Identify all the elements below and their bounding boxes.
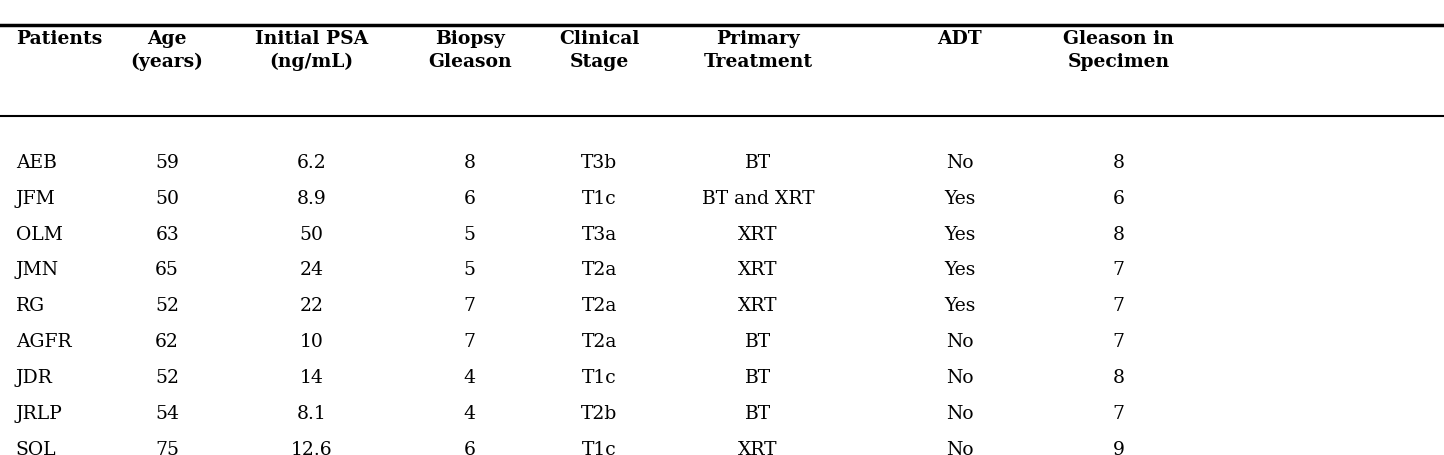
Text: 65: 65 <box>155 261 179 279</box>
Text: No: No <box>946 440 973 455</box>
Text: T1c: T1c <box>582 368 617 386</box>
Text: OLM: OLM <box>16 225 62 243</box>
Text: 59: 59 <box>155 153 179 172</box>
Text: 6: 6 <box>464 440 475 455</box>
Text: 6: 6 <box>1112 189 1125 207</box>
Text: Age
(years): Age (years) <box>131 30 204 71</box>
Text: T3b: T3b <box>582 153 618 172</box>
Text: 7: 7 <box>1112 297 1125 314</box>
Text: T3a: T3a <box>582 225 617 243</box>
Text: BT: BT <box>745 368 771 386</box>
Text: 4: 4 <box>464 368 475 386</box>
Text: 8: 8 <box>1112 153 1125 172</box>
Text: JDR: JDR <box>16 368 52 386</box>
Text: 7: 7 <box>1112 404 1125 422</box>
Text: 22: 22 <box>299 297 323 314</box>
Text: No: No <box>946 332 973 350</box>
Text: 7: 7 <box>464 332 475 350</box>
Text: Gleason in
Specimen: Gleason in Specimen <box>1063 30 1174 71</box>
Text: 9: 9 <box>1112 440 1125 455</box>
Text: 75: 75 <box>155 440 179 455</box>
Text: 8.1: 8.1 <box>296 404 326 422</box>
Text: 50: 50 <box>299 225 323 243</box>
Text: 8: 8 <box>1112 368 1125 386</box>
Text: 24: 24 <box>299 261 323 279</box>
Text: BT: BT <box>745 153 771 172</box>
Text: Initial PSA
(ng/mL): Initial PSA (ng/mL) <box>254 30 368 71</box>
Text: T2b: T2b <box>582 404 618 422</box>
Text: 8: 8 <box>1112 225 1125 243</box>
Text: 5: 5 <box>464 261 475 279</box>
Text: 52: 52 <box>155 368 179 386</box>
Text: BT: BT <box>745 404 771 422</box>
Text: T2a: T2a <box>582 297 617 314</box>
Text: 7: 7 <box>1112 332 1125 350</box>
Text: BT: BT <box>745 332 771 350</box>
Text: 8.9: 8.9 <box>296 189 326 207</box>
Text: JRLP: JRLP <box>16 404 62 422</box>
Text: Yes: Yes <box>944 261 976 279</box>
Text: JFM: JFM <box>16 189 55 207</box>
Text: BT and XRT: BT and XRT <box>702 189 814 207</box>
Text: T1c: T1c <box>582 189 617 207</box>
Text: 5: 5 <box>464 225 475 243</box>
Text: No: No <box>946 153 973 172</box>
Text: T2a: T2a <box>582 261 617 279</box>
Text: Biopsy
Gleason: Biopsy Gleason <box>427 30 511 71</box>
Text: Yes: Yes <box>944 189 976 207</box>
Text: 63: 63 <box>156 225 179 243</box>
Text: 12.6: 12.6 <box>290 440 332 455</box>
Text: XRT: XRT <box>738 297 778 314</box>
Text: 10: 10 <box>299 332 323 350</box>
Text: AGFR: AGFR <box>16 332 71 350</box>
Text: XRT: XRT <box>738 440 778 455</box>
Text: AEB: AEB <box>16 153 56 172</box>
Text: Yes: Yes <box>944 225 976 243</box>
Text: T2a: T2a <box>582 332 617 350</box>
Text: 7: 7 <box>464 297 475 314</box>
Text: SOL: SOL <box>16 440 56 455</box>
Text: T1c: T1c <box>582 440 617 455</box>
Text: 8: 8 <box>464 153 475 172</box>
Text: 62: 62 <box>155 332 179 350</box>
Text: No: No <box>946 368 973 386</box>
Text: ADT: ADT <box>937 30 982 48</box>
Text: 52: 52 <box>155 297 179 314</box>
Text: Patients: Patients <box>16 30 103 48</box>
Text: 4: 4 <box>464 404 475 422</box>
Text: 54: 54 <box>155 404 179 422</box>
Text: RG: RG <box>16 297 45 314</box>
Text: XRT: XRT <box>738 261 778 279</box>
Text: 14: 14 <box>299 368 323 386</box>
Text: XRT: XRT <box>738 225 778 243</box>
Text: 6.2: 6.2 <box>296 153 326 172</box>
Text: 50: 50 <box>155 189 179 207</box>
Text: 7: 7 <box>1112 261 1125 279</box>
Text: JMN: JMN <box>16 261 59 279</box>
Text: Primary
Treatment: Primary Treatment <box>703 30 813 71</box>
Text: Yes: Yes <box>944 297 976 314</box>
Text: No: No <box>946 404 973 422</box>
Text: Clinical
Stage: Clinical Stage <box>559 30 640 71</box>
Text: 6: 6 <box>464 189 475 207</box>
